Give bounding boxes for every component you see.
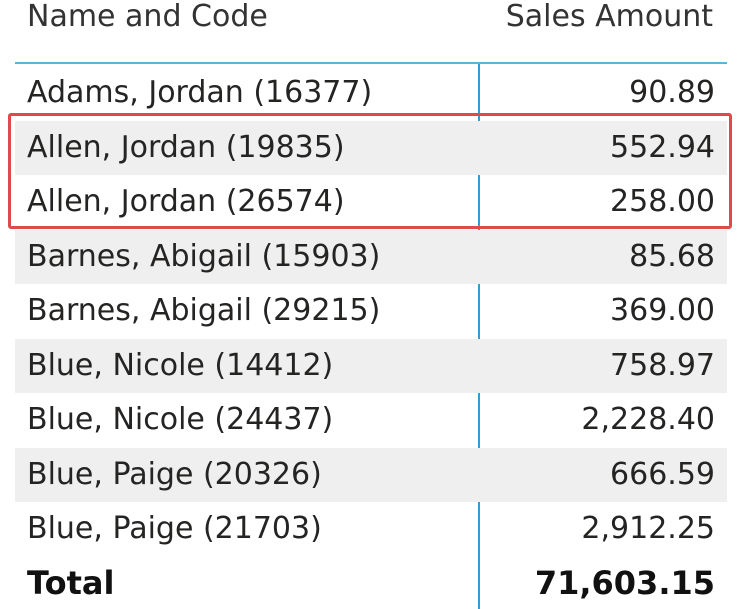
table-row[interactable]: Allen, Jordan (19835) 552.94 bbox=[15, 120, 727, 175]
row-amount-cell: 90.89 bbox=[629, 75, 715, 110]
table-body: Adams, Jordan (16377) 90.89 Allen, Jorda… bbox=[15, 66, 727, 557]
table-row[interactable]: Blue, Paige (20326) 666.59 bbox=[15, 447, 727, 502]
row-name-cell: Allen, Jordan (19835) bbox=[27, 129, 345, 165]
table-row[interactable]: Blue, Nicole (24437) 2,228.40 bbox=[15, 393, 727, 448]
table-header: Name and Code Sales Amount bbox=[15, 0, 727, 64]
row-amount-cell: 666.59 bbox=[610, 456, 715, 492]
total-amount: 71,603.15 bbox=[534, 564, 715, 602]
row-name-cell: Blue, Paige (21703) bbox=[27, 511, 322, 546]
column-divider bbox=[478, 64, 480, 609]
column-header-sales-amount[interactable]: Sales Amount bbox=[505, 0, 713, 34]
row-name-cell: Blue, Paige (20326) bbox=[27, 456, 322, 492]
table-row[interactable]: Adams, Jordan (16377) 90.89 bbox=[15, 66, 727, 121]
row-amount-cell: 2,912.25 bbox=[581, 511, 715, 546]
sales-table: Name and Code Sales Amount Adams, Jordan… bbox=[15, 0, 727, 609]
column-header-name[interactable]: Name and Code bbox=[27, 0, 268, 34]
row-name-cell: Allen, Jordan (26574) bbox=[27, 184, 345, 219]
row-name-cell: Blue, Nicole (14412) bbox=[27, 347, 334, 383]
row-name-cell: Barnes, Abigail (29215) bbox=[27, 293, 381, 328]
row-amount-cell: 758.97 bbox=[610, 347, 715, 383]
table-row[interactable]: Blue, Paige (21703) 2,912.25 bbox=[15, 502, 727, 557]
table-row[interactable]: Barnes, Abigail (29215) 369.00 bbox=[15, 284, 727, 339]
table-row[interactable]: Blue, Nicole (14412) 758.97 bbox=[15, 338, 727, 393]
row-amount-cell: 258.00 bbox=[610, 184, 715, 219]
row-amount-cell: 2,228.40 bbox=[581, 402, 715, 437]
total-row: Total 71,603.15 bbox=[15, 557, 727, 609]
total-label: Total bbox=[27, 564, 115, 602]
row-name-cell: Adams, Jordan (16377) bbox=[27, 75, 373, 110]
row-amount-cell: 552.94 bbox=[610, 129, 715, 165]
row-amount-cell: 369.00 bbox=[610, 293, 715, 328]
row-name-cell: Barnes, Abigail (15903) bbox=[27, 238, 381, 274]
row-amount-cell: 85.68 bbox=[629, 238, 715, 274]
table-row[interactable]: Allen, Jordan (26574) 258.00 bbox=[15, 175, 727, 230]
row-name-cell: Blue, Nicole (24437) bbox=[27, 402, 334, 437]
table-row[interactable]: Barnes, Abigail (15903) 85.68 bbox=[15, 229, 727, 284]
